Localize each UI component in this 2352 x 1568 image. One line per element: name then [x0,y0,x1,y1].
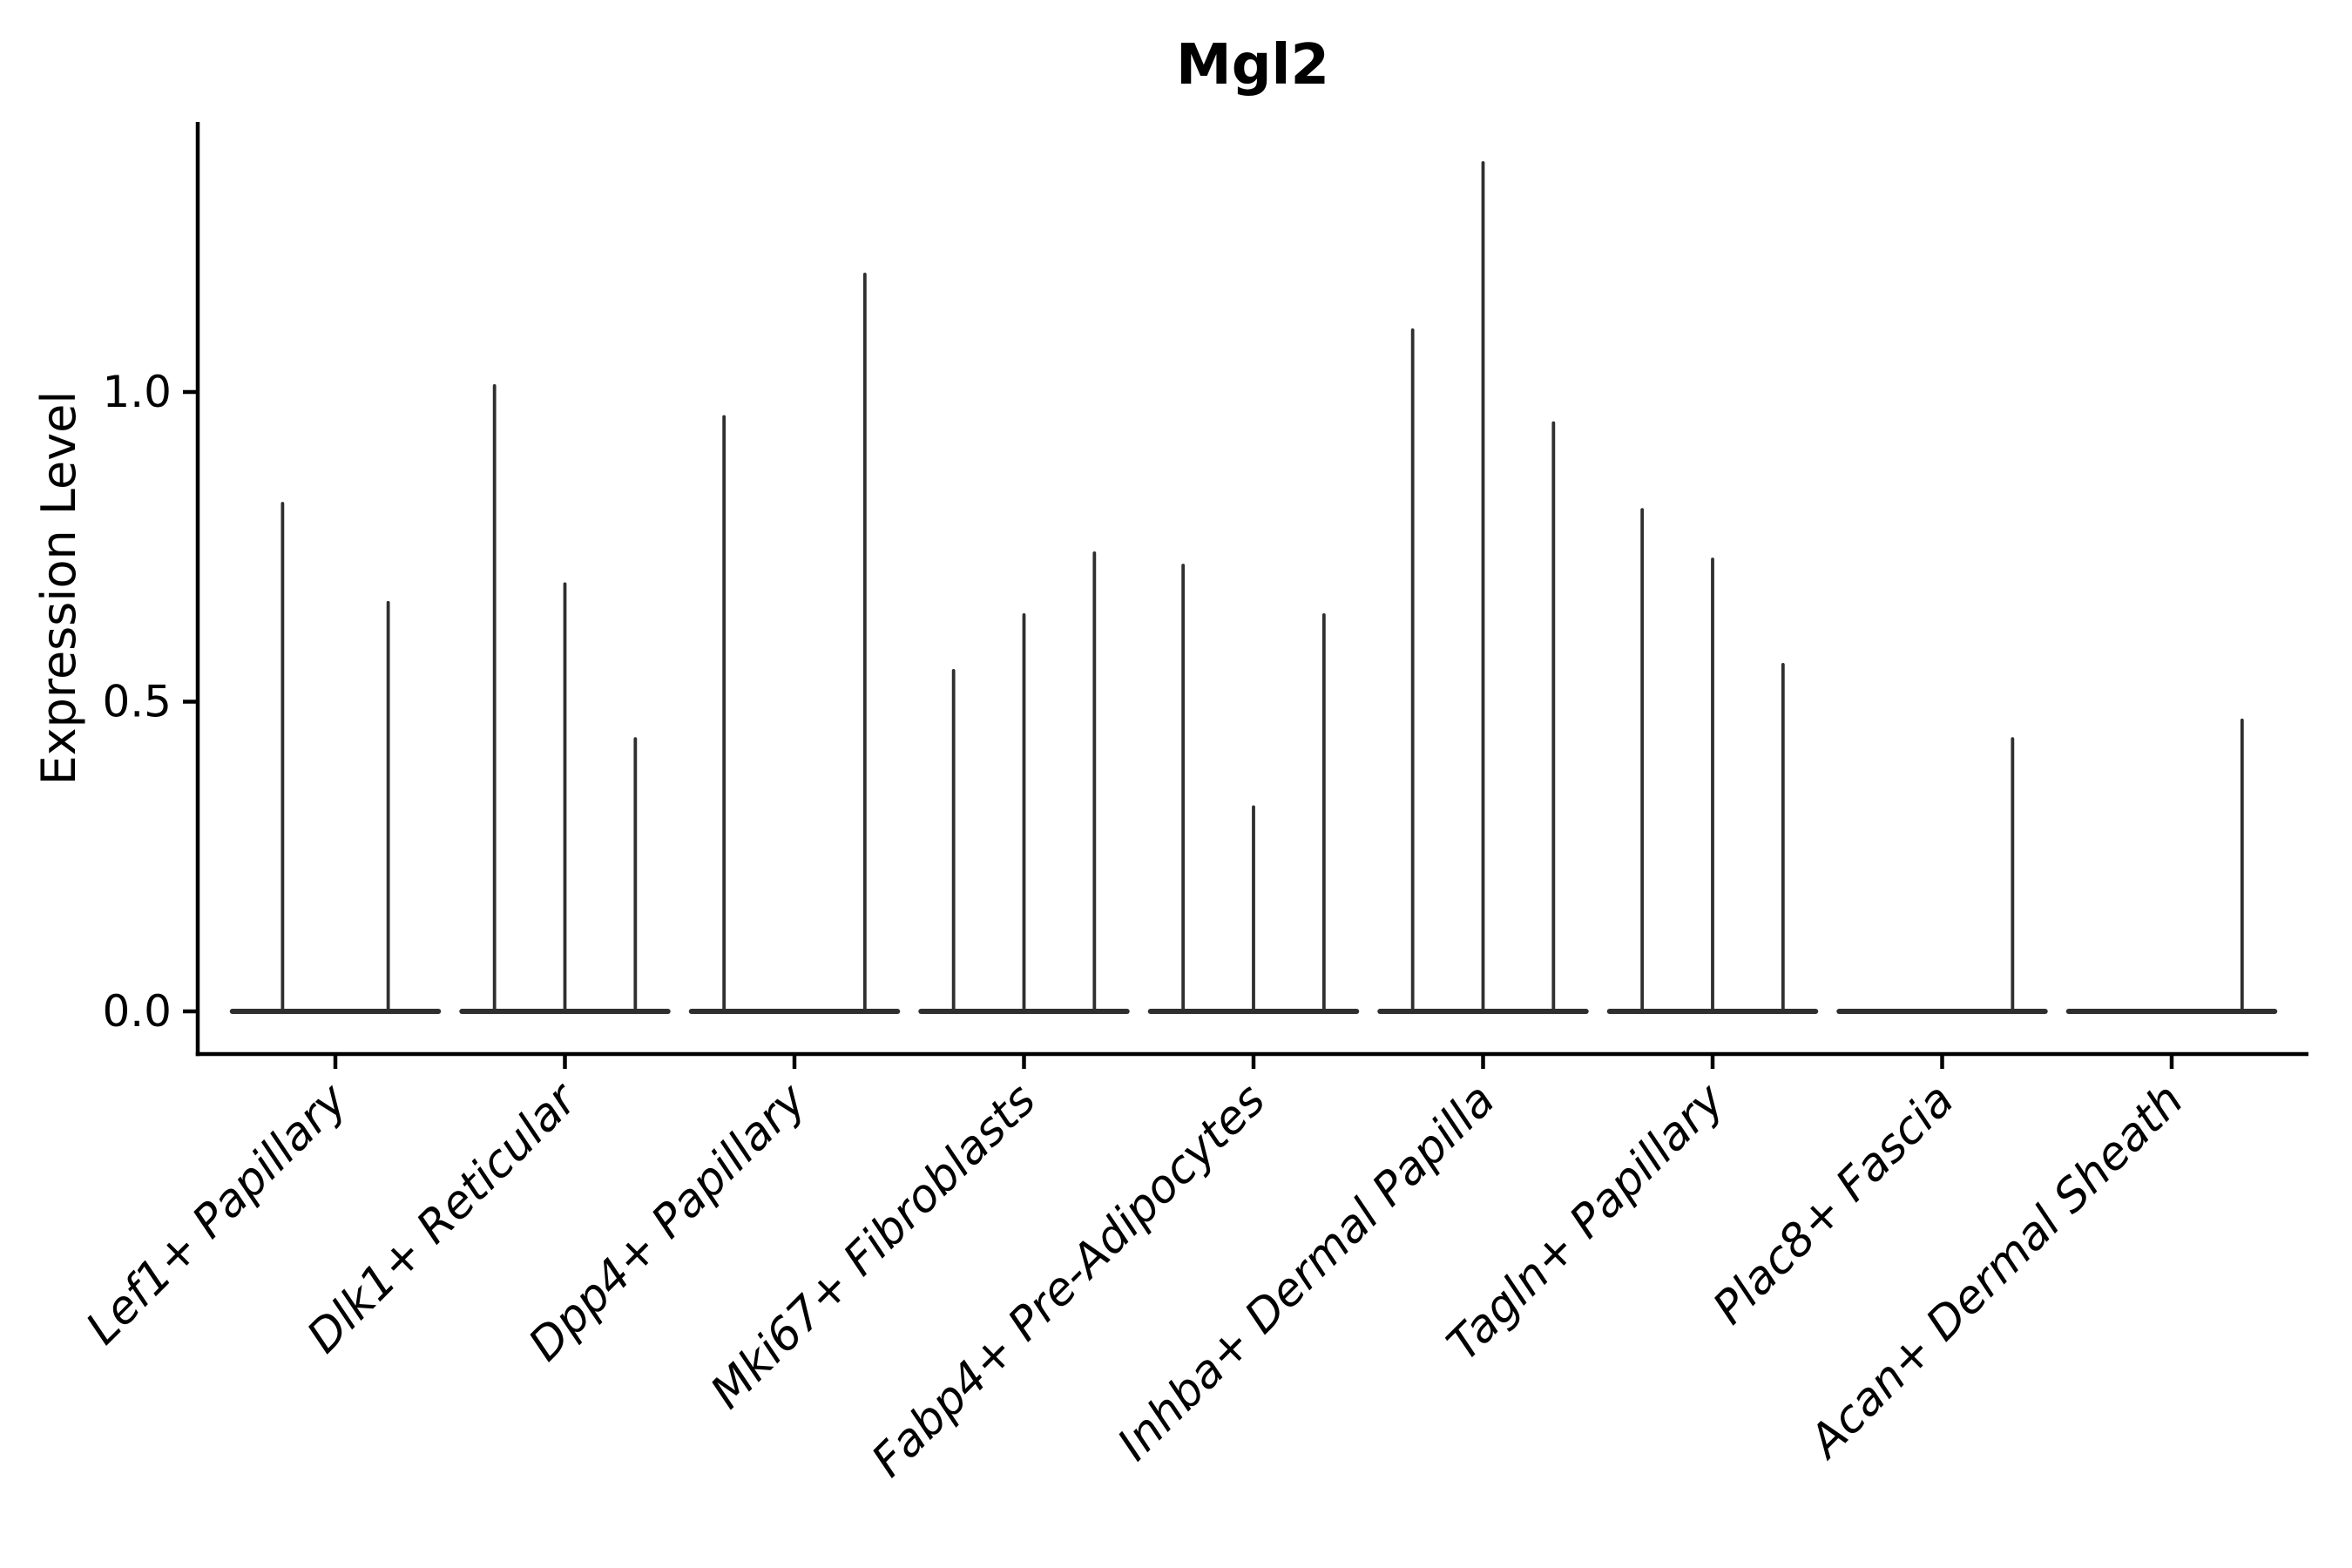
x-tick-label: Fabp4+ Pre-Adipocytes [862,1074,1276,1488]
y-axis-label: Expression Level [31,391,86,786]
x-tick-label: Inhba+ Dermal Papilla [1108,1074,1505,1471]
y-tick-label: 0.5 [102,677,172,727]
y-tick-label: 0.0 [102,986,172,1037]
plot-title: Mgl2 [1176,33,1329,98]
x-tick-label: Acan+ Dermal Sheath [1798,1074,2193,1470]
violins-layer [229,161,2278,1014]
y-tick-label: 1.0 [102,367,172,417]
x-tick-label: Plac8+ Fascia [1703,1074,1963,1335]
